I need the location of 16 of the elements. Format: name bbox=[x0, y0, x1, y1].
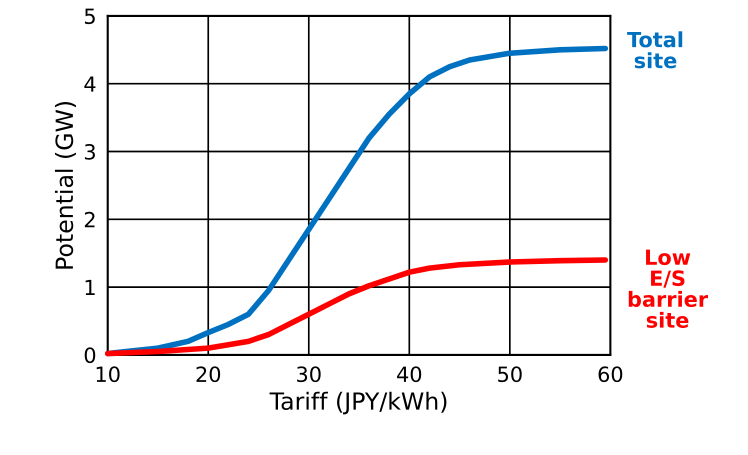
series-label: Low E/S barrier site bbox=[628, 250, 708, 328]
y-tick-label: 3 bbox=[84, 144, 95, 160]
x-axis-title: Tariff (JPY/kWh) bbox=[270, 392, 446, 414]
x-tick-label: 50 bbox=[498, 366, 522, 382]
x-tick-label: 20 bbox=[196, 366, 220, 382]
y-tick-label: 2 bbox=[84, 212, 95, 228]
x-tick-label: 40 bbox=[397, 366, 422, 382]
y-tick-label: 1 bbox=[86, 280, 95, 296]
y-tick-label: 4 bbox=[84, 76, 96, 92]
y-tick-label: 5 bbox=[84, 8, 95, 24]
x-tick-label: 60 bbox=[598, 366, 622, 382]
x-tick-label: 30 bbox=[297, 366, 321, 382]
y-tick-label: 0 bbox=[84, 347, 96, 364]
x-tick-label: 10 bbox=[96, 366, 120, 382]
y-axis-title: Potential (GW) bbox=[54, 102, 76, 269]
series-label: Total site bbox=[627, 31, 682, 68]
